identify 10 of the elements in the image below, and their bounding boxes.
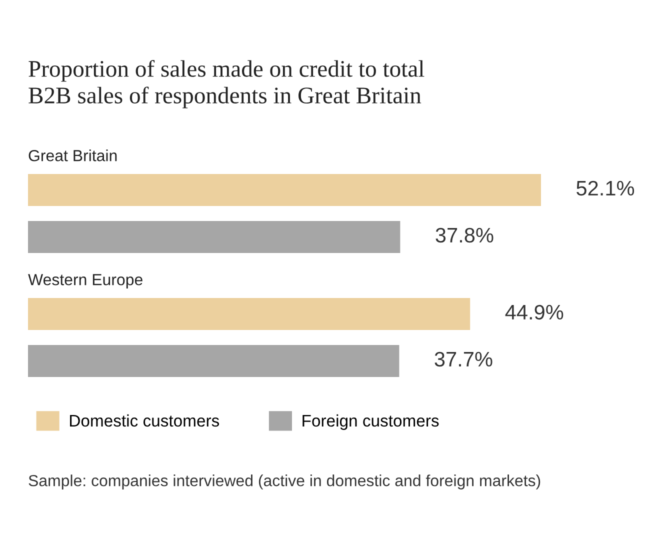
data-label: 37.8%	[436, 228, 494, 243]
y-tick-label: Western Europe	[28, 274, 142, 288]
data-label: 37.7%	[434, 352, 492, 367]
y-tick-label: Great Britain	[28, 150, 117, 162]
chart-title: Proportion of sales made on credit to total B2B sales of respondents in Great Britain	[28, 60, 424, 108]
legend-label: Domestic customers	[70, 414, 220, 427]
data-label: 44.9%	[505, 304, 564, 320]
legend-label: Foreign customers	[302, 414, 439, 430]
data-label: 52.1%	[576, 180, 634, 196]
text: Sample: companies interviewed (active in domestic and foreign markets)	[28, 474, 540, 490]
